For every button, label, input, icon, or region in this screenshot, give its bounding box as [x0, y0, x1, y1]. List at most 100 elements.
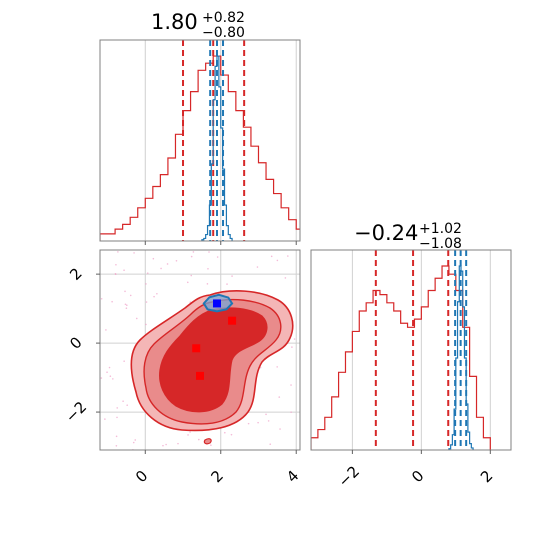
sample-point — [123, 269, 125, 272]
sample-point — [247, 422, 250, 425]
panel-bottom-left: 0 2 4 −2 0 2 — [62, 249, 302, 486]
sample-point — [145, 323, 147, 326]
x-tick-label: 0 — [408, 467, 427, 486]
sample-point — [269, 443, 272, 446]
tl-title-median: 1.80 — [151, 10, 198, 34]
sample-point — [187, 434, 189, 436]
sample-point — [124, 290, 126, 293]
sample-point — [146, 272, 149, 274]
tl-frame — [99, 39, 301, 242]
sample-point — [114, 272, 117, 275]
hist-series-0 — [100, 55, 300, 241]
sample-point — [123, 360, 125, 362]
sample-point — [108, 366, 111, 369]
sample-point — [279, 428, 281, 430]
sample-point — [290, 411, 292, 413]
sample-point — [145, 301, 148, 303]
sample-point — [175, 260, 178, 262]
sample-point — [124, 303, 127, 306]
sample-point — [276, 259, 279, 262]
y-tick-label: 2 — [66, 264, 85, 283]
sample-point — [165, 443, 167, 446]
sample-point — [100, 297, 103, 300]
red-marker — [192, 344, 201, 353]
red-marker — [196, 371, 204, 380]
sample-point — [100, 377, 103, 379]
sample-point — [207, 267, 209, 270]
sample-point — [122, 400, 124, 403]
x-tick-label: −2 — [335, 462, 363, 490]
y-tick-label: −2 — [62, 398, 90, 426]
sample-point — [290, 384, 292, 386]
panel-top-left: 1.80 +0.82 −0.80 — [99, 10, 301, 245]
sample-point — [287, 255, 289, 257]
br-frame — [310, 249, 512, 451]
sample-point — [257, 421, 259, 424]
red-marker — [228, 316, 237, 325]
sample-point — [267, 420, 270, 422]
sample-point — [230, 433, 233, 436]
sample-point — [198, 438, 200, 441]
sample-point — [226, 283, 228, 285]
sample-point — [216, 256, 219, 258]
sample-point — [105, 329, 107, 331]
sample-point — [116, 416, 118, 419]
x-tick-label: 2 — [207, 467, 226, 486]
tl-title-minus: −0.80 — [202, 25, 245, 41]
sample-point — [156, 292, 158, 295]
sample-point — [210, 444, 212, 446]
contour-inner — [159, 307, 268, 413]
sample-point — [125, 307, 128, 310]
sample-point — [208, 251, 210, 253]
sample-point — [117, 251, 119, 253]
br-title-plus: +1.02 — [419, 221, 462, 237]
sample-point — [190, 255, 193, 258]
br-title-median: −0.24 — [354, 221, 418, 245]
sample-point — [153, 295, 155, 298]
sample-point — [132, 441, 135, 444]
sample-point — [291, 346, 293, 348]
x-tick-label: 2 — [477, 467, 496, 486]
sample-point — [126, 304, 128, 307]
sample-point — [133, 252, 135, 254]
sample-point — [115, 444, 118, 447]
tl-title-plus: +0.82 — [202, 10, 245, 26]
sample-point — [152, 257, 155, 260]
sample-point — [190, 274, 193, 277]
sample-point — [111, 300, 113, 303]
sample-point — [256, 266, 259, 268]
sample-point — [162, 444, 164, 447]
br-ticks: −2 0 2 — [335, 450, 497, 491]
sample-point — [293, 338, 296, 340]
sample-point — [109, 375, 112, 377]
sample-point — [177, 442, 179, 445]
sample-point — [206, 283, 209, 285]
hist-series-0 — [311, 265, 491, 450]
sample-point — [224, 431, 226, 434]
sample-point — [135, 317, 138, 320]
bl-contours — [130, 290, 294, 445]
sample-point — [112, 378, 114, 380]
x-tick-label: 0 — [132, 467, 151, 486]
sample-point — [189, 431, 191, 433]
sample-point — [284, 277, 287, 279]
panel-bottom-right: −2 0 2 −0.24 +1.02 −1.08 — [310, 221, 512, 491]
sample-point — [192, 251, 195, 253]
hist-series-1 — [448, 265, 474, 450]
x-tick-label: 4 — [283, 467, 302, 486]
br-title-minus: −1.08 — [419, 236, 462, 252]
sample-point — [134, 439, 137, 441]
sample-point — [116, 407, 119, 409]
sample-point — [115, 435, 118, 438]
bl-frame — [99, 249, 301, 451]
sample-point — [160, 267, 162, 270]
sample-point — [106, 371, 108, 374]
blue-marker — [212, 299, 221, 308]
contour-islet — [203, 438, 212, 445]
tl-series — [100, 40, 300, 241]
sample-point — [115, 263, 117, 266]
tl-ticks — [144, 241, 297, 245]
y-tick-label: 0 — [66, 333, 85, 352]
sample-point — [270, 255, 273, 258]
